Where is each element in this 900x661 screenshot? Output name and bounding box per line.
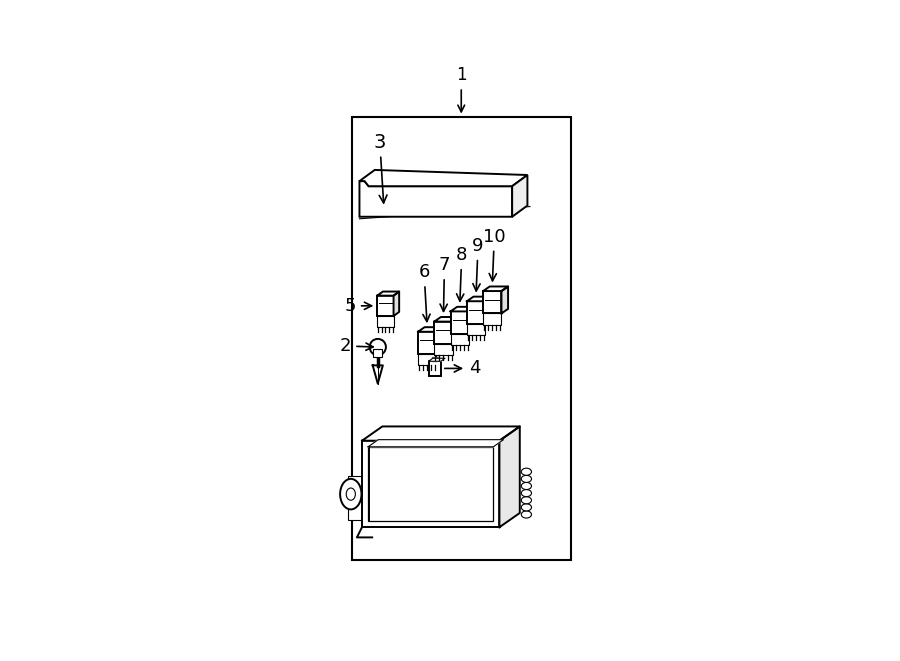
Text: 2: 2 xyxy=(340,337,374,355)
Bar xyxy=(483,291,501,313)
Polygon shape xyxy=(467,297,491,301)
Bar xyxy=(451,311,469,334)
Polygon shape xyxy=(377,292,400,295)
Polygon shape xyxy=(500,426,520,527)
Ellipse shape xyxy=(521,504,532,511)
Text: 5: 5 xyxy=(345,297,372,315)
Ellipse shape xyxy=(521,468,532,475)
Bar xyxy=(428,362,441,375)
Polygon shape xyxy=(359,181,512,217)
Polygon shape xyxy=(418,327,443,332)
Polygon shape xyxy=(393,292,400,316)
Bar xyxy=(467,301,485,324)
Text: 8: 8 xyxy=(456,246,467,301)
Polygon shape xyxy=(436,327,443,354)
Circle shape xyxy=(370,339,386,355)
Bar xyxy=(435,322,453,344)
Text: 3: 3 xyxy=(374,133,387,203)
Bar xyxy=(418,354,436,366)
Bar xyxy=(451,334,469,345)
Polygon shape xyxy=(428,358,445,362)
Text: 1: 1 xyxy=(456,66,466,112)
Ellipse shape xyxy=(521,483,532,490)
Polygon shape xyxy=(435,317,459,322)
Ellipse shape xyxy=(521,475,532,483)
Polygon shape xyxy=(451,307,475,311)
Ellipse shape xyxy=(346,488,356,500)
Bar xyxy=(483,313,501,325)
Text: 4: 4 xyxy=(445,360,481,377)
Ellipse shape xyxy=(340,479,362,510)
Bar xyxy=(435,344,453,355)
Ellipse shape xyxy=(521,511,532,518)
Polygon shape xyxy=(348,477,364,520)
Bar xyxy=(377,316,393,327)
Text: 7: 7 xyxy=(438,256,450,311)
Bar xyxy=(352,118,571,561)
Bar xyxy=(418,332,436,354)
Bar xyxy=(432,357,437,362)
Polygon shape xyxy=(469,307,475,334)
Polygon shape xyxy=(359,170,527,186)
Ellipse shape xyxy=(521,490,532,496)
Text: 6: 6 xyxy=(418,263,430,321)
Polygon shape xyxy=(483,286,508,291)
Bar xyxy=(374,348,382,357)
Polygon shape xyxy=(362,426,520,441)
Text: 10: 10 xyxy=(483,228,506,281)
Text: 9: 9 xyxy=(472,237,484,291)
Ellipse shape xyxy=(521,496,532,504)
Bar xyxy=(377,295,393,316)
Polygon shape xyxy=(453,317,459,344)
Bar xyxy=(467,324,485,335)
Polygon shape xyxy=(368,440,503,447)
Polygon shape xyxy=(485,297,491,324)
Polygon shape xyxy=(512,175,527,217)
Polygon shape xyxy=(501,286,508,313)
Bar xyxy=(368,447,493,521)
Bar xyxy=(362,441,500,527)
